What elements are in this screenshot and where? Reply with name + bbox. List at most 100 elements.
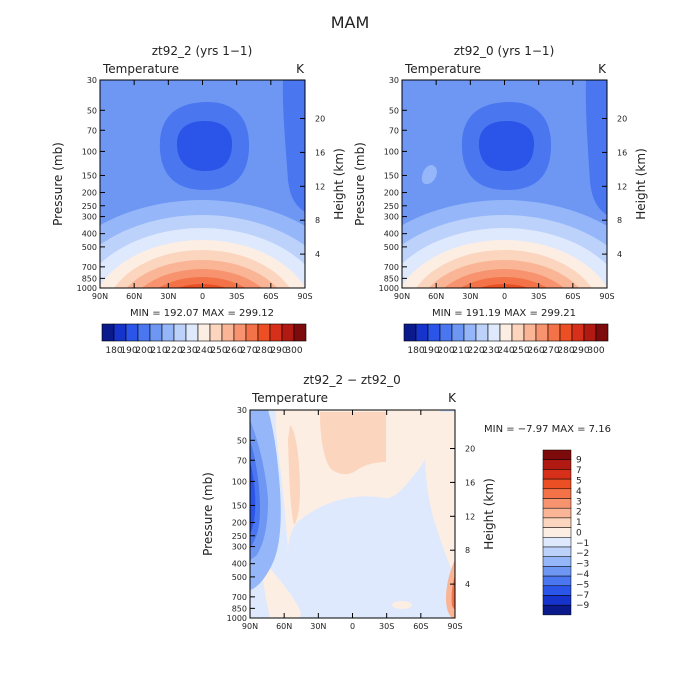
colorbar-swatch: [463, 323, 477, 342]
colorbar-label: 4: [576, 487, 582, 497]
colorbar-swatch: [101, 323, 115, 342]
y-tick-label: 500: [82, 243, 97, 252]
colorbar-swatch: [542, 566, 572, 577]
y-tick-label: 500: [232, 573, 247, 582]
band-cold-inner: [478, 121, 535, 171]
y-tick-label: 300: [384, 213, 399, 222]
axes: 90N 60N 30N 0 30S 60S 90S 30 50 70 100 150 200 250 300…: [227, 406, 476, 631]
colorbar-swatch: [125, 323, 139, 342]
colorbar-swatch: [257, 323, 271, 342]
x-tick-label: 30N: [310, 622, 326, 631]
colorbar-swatch: [137, 323, 151, 342]
colorbar-label: 260: [225, 346, 242, 356]
colorbar-swatch: [511, 323, 525, 342]
colorbar-label: −9: [576, 601, 590, 611]
x-tick-label: 0: [502, 292, 507, 301]
colorbar-swatch: [439, 323, 453, 342]
colorbar-label: 200: [135, 346, 152, 356]
x-tick-label: 90N: [394, 292, 410, 301]
x-tick-label: 60N: [126, 292, 142, 301]
x-tick-label: 60S: [565, 292, 580, 301]
colorbar-swatch: [161, 323, 175, 342]
colorbar-swatch: [221, 323, 235, 342]
colorbar-swatch: [542, 585, 572, 596]
colorbar-label: 1: [576, 518, 582, 528]
y2-tick-label: 20: [465, 445, 475, 454]
colorbar-swatch: [542, 556, 572, 567]
colorbar-swatch: [233, 323, 247, 342]
colorbar-swatch: [281, 323, 295, 342]
band-negative-deepest: [250, 460, 256, 534]
colorbar-swatch: [173, 323, 187, 342]
y-tick-label: 700: [232, 593, 247, 602]
panel-zt92-2: zt92_2 (yrs 1−1) Temperature K Pressure …: [51, 44, 346, 356]
y-tick-label: 700: [384, 263, 399, 272]
colorbar-swatch: [542, 478, 572, 490]
colorbar-label: 0: [576, 528, 582, 538]
y-tick-label: 50: [87, 106, 97, 115]
colorbar-swatch: [542, 469, 572, 480]
y-tick-label: 50: [389, 106, 399, 115]
units-label: K: [448, 391, 457, 405]
colorbar-swatch: [542, 507, 572, 519]
x-tick-label: 0: [200, 292, 205, 301]
band-285: [460, 277, 548, 288]
y-tick-label: 150: [82, 171, 97, 180]
y2-tick-label: 12: [465, 512, 475, 521]
y2-axis-label: Height (km): [634, 148, 648, 219]
colorbar-swatch: [245, 323, 259, 342]
band-positive-spot: [392, 601, 412, 609]
colorbar-swatch: [535, 323, 549, 342]
x-tick-label: 30N: [160, 292, 176, 301]
y2-tick-label: 16: [465, 478, 475, 487]
x-tick-label: 60S: [263, 292, 278, 301]
colorbar-label: 3: [576, 497, 582, 507]
y-tick-label: 200: [82, 189, 97, 198]
y-axis-label: Pressure (mb): [201, 472, 215, 556]
colorbar-swatch: [403, 323, 417, 342]
colorbar-swatch: [595, 323, 609, 342]
colorbar-label: 300: [285, 346, 302, 356]
band-positive-upper: [275, 410, 440, 550]
y-axis-label: Pressure (mb): [51, 142, 65, 226]
y2-tick-label: 20: [617, 115, 627, 124]
y-tick-label: 30: [389, 76, 399, 85]
y-tick-label: 150: [232, 501, 247, 510]
colorbar-swatch: [583, 323, 597, 342]
colorbar-swatch: [293, 323, 307, 342]
y-tick-label: 850: [384, 274, 399, 283]
colorbar-label: 220: [165, 346, 182, 356]
colorbar-label: −2: [576, 549, 589, 559]
colorbar-label: −7: [576, 591, 589, 601]
colorbar-label: 240: [195, 346, 212, 356]
variable-label: Temperature: [404, 62, 481, 76]
y-tick-label: 70: [389, 126, 399, 135]
colorbar-swatch: [542, 546, 572, 557]
figure-title: MAM: [331, 13, 370, 32]
contour-field: [250, 410, 455, 618]
y-tick-label: 70: [237, 456, 247, 465]
y2-tick-label: 12: [617, 182, 627, 191]
colorbar-swatch: [547, 323, 561, 342]
x-tick-label: 30N: [462, 292, 478, 301]
y-axis-label: Pressure (mb): [353, 142, 367, 226]
panel-zt92-0: zt92_0 (yrs 1−1) Temperature K Pressure …: [353, 44, 648, 356]
x-tick-label: 90N: [242, 622, 258, 631]
colorbar-label: 270: [542, 346, 559, 356]
y-tick-label: 150: [384, 171, 399, 180]
colorbar-label: −3: [576, 560, 589, 570]
colorbar-swatch: [542, 498, 572, 509]
x-tick-label: 60S: [413, 622, 428, 631]
band-285: [158, 277, 246, 288]
y-tick-label: 1000: [379, 284, 399, 293]
variable-label: Temperature: [102, 62, 179, 76]
colorbar-swatch: [499, 323, 513, 342]
colorbar-label: 250: [512, 346, 529, 356]
x-tick-label: 90S: [297, 292, 312, 301]
variable-label: Temperature: [251, 391, 328, 405]
colorbar-swatch: [542, 595, 572, 606]
band-polar: [585, 80, 607, 215]
y2-tick-label: 4: [617, 250, 622, 259]
